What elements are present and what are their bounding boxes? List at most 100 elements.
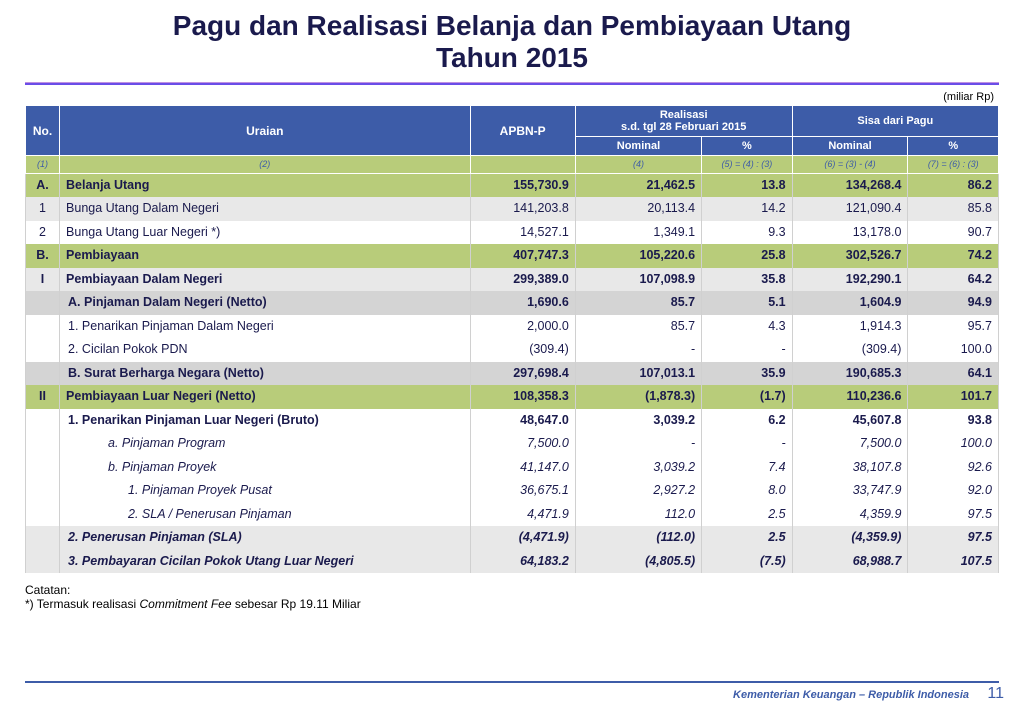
cell: (4,471.9) — [470, 526, 575, 550]
cell: 1. Pinjaman Proyek Pusat — [60, 479, 471, 503]
cell — [26, 362, 60, 386]
cell: (4,805.5) — [575, 550, 701, 574]
th-realisasi-group: Realisasi s.d. tgl 28 Februari 2015 — [575, 106, 792, 137]
cell: 2. SLA / Penerusan Pinjaman — [60, 503, 471, 527]
th-pct2: % — [908, 137, 999, 156]
cell: 85.7 — [575, 291, 701, 315]
cell: 100.0 — [908, 432, 999, 456]
cell: 74.2 — [908, 244, 999, 268]
cell: 141,203.8 — [470, 197, 575, 221]
cell: Bunga Utang Luar Negeri *) — [60, 221, 471, 245]
cell: 3,039.2 — [575, 409, 701, 433]
cell: 2,927.2 — [575, 479, 701, 503]
cell: a. Pinjaman Program — [60, 432, 471, 456]
cell: 35.8 — [702, 268, 793, 292]
cell: 299,389.0 — [470, 268, 575, 292]
cell: 2. Penerusan Pinjaman (SLA) — [60, 526, 471, 550]
table-row: B.Pembiayaan407,747.3105,220.625.8302,52… — [26, 244, 999, 268]
cell: 68,988.7 — [792, 550, 908, 574]
cell: 92.6 — [908, 456, 999, 480]
cell: 13.8 — [702, 173, 793, 197]
cell: 85.7 — [575, 315, 701, 339]
table-row: a. Pinjaman Program7,500.0--7,500.0100.0 — [26, 432, 999, 456]
cell: 36,675.1 — [470, 479, 575, 503]
cell: 105,220.6 — [575, 244, 701, 268]
th-sisa: Sisa dari Pagu — [792, 106, 998, 137]
f3 — [470, 156, 575, 174]
cell: 107.5 — [908, 550, 999, 574]
cell: 6.2 — [702, 409, 793, 433]
cell: 134,268.4 — [792, 173, 908, 197]
cell — [26, 338, 60, 362]
footer-line — [25, 681, 999, 683]
cell: 1,349.1 — [575, 221, 701, 245]
cell: 107,013.1 — [575, 362, 701, 386]
cell: 100.0 — [908, 338, 999, 362]
cell: 110,236.6 — [792, 385, 908, 409]
th-nominal2: Nominal — [792, 137, 908, 156]
table-row: 2. Cicilan Pokok PDN(309.4)--(309.4)100.… — [26, 338, 999, 362]
cell: 9.3 — [702, 221, 793, 245]
cell: 14,527.1 — [470, 221, 575, 245]
th-pct1: % — [702, 137, 793, 156]
cell: 107,098.9 — [575, 268, 701, 292]
cell: - — [702, 338, 793, 362]
cell: A. — [26, 173, 60, 197]
cell: 1. Penarikan Pinjaman Luar Negeri (Bruto… — [60, 409, 471, 433]
cell: Bunga Utang Dalam Negeri — [60, 197, 471, 221]
cell: 13,178.0 — [792, 221, 908, 245]
cell: I — [26, 268, 60, 292]
table-row: B. Surat Berharga Negara (Netto)297,698.… — [26, 362, 999, 386]
cell: 4,471.9 — [470, 503, 575, 527]
cell: 41,147.0 — [470, 456, 575, 480]
cell: 97.5 — [908, 503, 999, 527]
cell — [26, 479, 60, 503]
cell: 1,604.9 — [792, 291, 908, 315]
table-row: 1. Penarikan Pinjaman Dalam Negeri2,000.… — [26, 315, 999, 339]
cell: B. — [26, 244, 60, 268]
table-row: 3. Pembayaran Cicilan Pokok Utang Luar N… — [26, 550, 999, 574]
cell: 97.5 — [908, 526, 999, 550]
cell: 94.9 — [908, 291, 999, 315]
notes: Catatan: *) Termasuk realisasi Commitmen… — [25, 583, 999, 611]
cell: 112.0 — [575, 503, 701, 527]
note-line: *) Termasuk realisasi Commitment Fee seb… — [25, 597, 999, 611]
cell: 4,359.9 — [792, 503, 908, 527]
cell: B. Surat Berharga Negara (Netto) — [60, 362, 471, 386]
cell: 7,500.0 — [792, 432, 908, 456]
th-realisasi: Realisasi — [660, 109, 708, 121]
cell: Pembiayaan — [60, 244, 471, 268]
cell: 121,090.4 — [792, 197, 908, 221]
f4: (4) — [575, 156, 701, 174]
cell: 38,107.8 — [792, 456, 908, 480]
cell: 2,000.0 — [470, 315, 575, 339]
note-a: *) Termasuk realisasi — [25, 597, 139, 611]
page-title: Pagu dan Realisasi Belanja dan Pembiayaa… — [25, 10, 999, 74]
budget-table: No. Uraian APBN-P Realisasi s.d. tgl 28 … — [25, 105, 999, 573]
cell: 302,526.7 — [792, 244, 908, 268]
cell: 108,358.3 — [470, 385, 575, 409]
cell: 85.8 — [908, 197, 999, 221]
cell: II — [26, 385, 60, 409]
cell: 2.5 — [702, 503, 793, 527]
cell: 190,685.3 — [792, 362, 908, 386]
cell: 90.7 — [908, 221, 999, 245]
f2: (2) — [60, 156, 471, 174]
table-row: 1. Pinjaman Proyek Pusat36,675.12,927.28… — [26, 479, 999, 503]
cell — [26, 432, 60, 456]
cell: (4,359.9) — [792, 526, 908, 550]
cell: (7.5) — [702, 550, 793, 574]
cell: 21,462.5 — [575, 173, 701, 197]
cell: - — [575, 432, 701, 456]
f7: (7) = (6) : (3) — [908, 156, 999, 174]
cell: 5.1 — [702, 291, 793, 315]
cell: 45,607.8 — [792, 409, 908, 433]
cell: 3,039.2 — [575, 456, 701, 480]
th-apbn: APBN-P — [470, 106, 575, 156]
cell: A. Pinjaman Dalam Negeri (Netto) — [60, 291, 471, 315]
f6: (6) = (3) - (4) — [792, 156, 908, 174]
page-number: 11 — [987, 685, 1004, 703]
cell — [26, 456, 60, 480]
cell: (112.0) — [575, 526, 701, 550]
cell: 1,914.3 — [792, 315, 908, 339]
